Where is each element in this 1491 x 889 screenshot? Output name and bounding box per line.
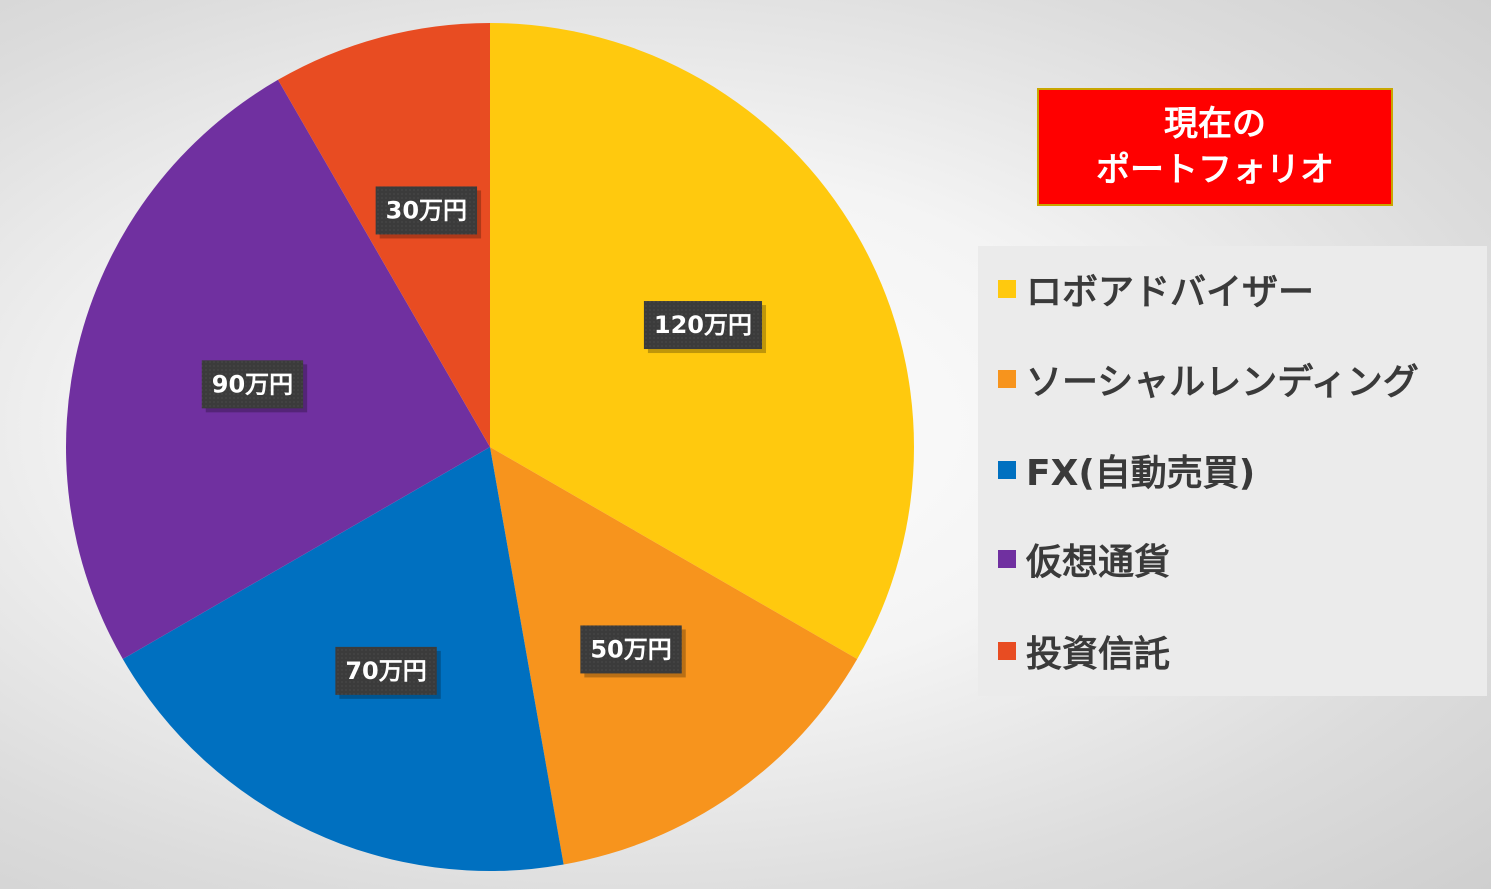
data-label-crypto: 90万円 xyxy=(201,360,308,413)
legend-item-crypto: 仮想通貨 xyxy=(998,534,1170,584)
legend-label: 仮想通貨 xyxy=(1026,542,1171,583)
data-label-text: 90万円 xyxy=(212,370,293,398)
chart-title-line-2: ポートフォリオ xyxy=(1096,150,1334,190)
data-label-investment-trust: 30万円 xyxy=(375,186,482,239)
data-label-text: 30万円 xyxy=(386,196,467,224)
legend-label: 投資信託 xyxy=(1026,634,1171,675)
legend: ロボアドバイザー ソーシャルレンディング FX(自動売買) 仮想通貨 投資信託 xyxy=(978,246,1487,696)
legend-item-social-lending: ソーシャルレンディング xyxy=(998,354,1419,404)
data-label-robo-advisor: 120万円 xyxy=(643,301,767,354)
legend-swatch xyxy=(998,550,1016,568)
legend-label: FX(自動売買) xyxy=(1026,453,1256,494)
legend-swatch xyxy=(998,642,1016,660)
legend-swatch xyxy=(998,461,1016,479)
data-label-fx: 70万円 xyxy=(335,646,441,699)
data-label-social-lending: 50万円 xyxy=(580,625,686,678)
legend-swatch xyxy=(998,280,1016,298)
legend-label: ロボアドバイザー xyxy=(1026,272,1315,313)
legend-item-fx: FX(自動売買) xyxy=(998,445,1255,495)
data-label-text: 50万円 xyxy=(590,635,671,663)
legend-item-investment-trust: 投資信託 xyxy=(998,626,1170,676)
pie-slice-investment-trust xyxy=(278,23,490,447)
chart-title: 現在の ポートフォリオ xyxy=(1037,88,1393,206)
legend-label: ソーシャルレンディング xyxy=(1026,362,1419,403)
data-label-text: 70万円 xyxy=(345,657,426,685)
legend-swatch xyxy=(998,370,1016,388)
chart-title-line-1: 現在の xyxy=(1164,104,1266,144)
legend-item-robo-advisor: ロボアドバイザー xyxy=(998,264,1314,314)
data-label-text: 120万円 xyxy=(654,311,752,339)
